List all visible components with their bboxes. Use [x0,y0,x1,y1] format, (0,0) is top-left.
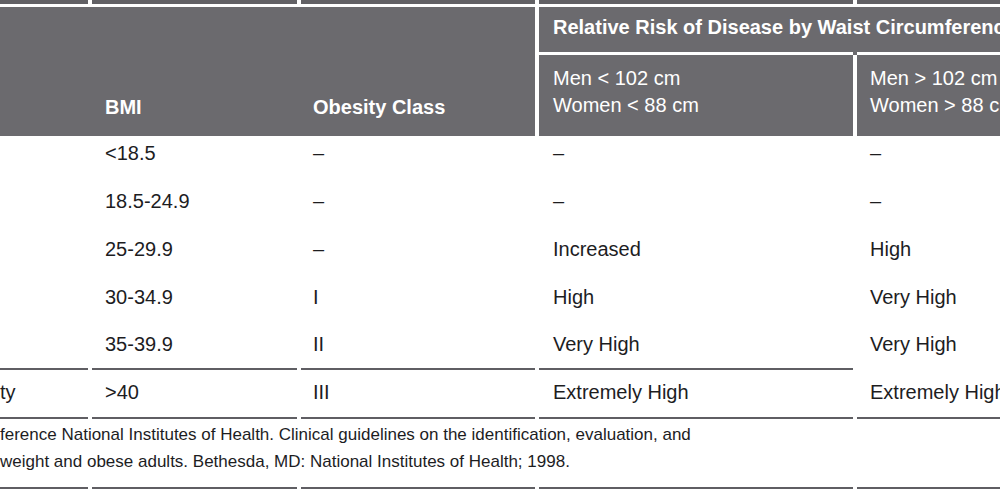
source-citation: ference National Institutes of Health. C… [0,421,691,475]
waist-high-line2: Women > 88 cm [870,92,1000,119]
risk-high-cell: – [870,190,881,213]
risk-high-cell: – [870,142,881,165]
obesity-class-cell: – [313,238,324,261]
bmi-cell: >40 [105,381,139,404]
table-top-border-segment [539,0,853,4]
row-separator-segment [0,368,88,370]
bmi-cell: 35-39.9 [105,333,173,356]
risk-low-cell: – [553,190,564,213]
waist-low-line1: Men < 102 cm [553,65,699,92]
row-separator-segment [539,368,853,370]
bmi-cell: 25-29.9 [105,238,173,261]
obesity-class-cell: III [313,381,330,404]
risk-low-cell: Very High [553,333,640,356]
obesity-class-cell: – [313,190,324,213]
row-separator-segment [92,368,297,370]
classification-cell: ty [0,381,16,404]
waist-low-line2: Women < 88 cm [553,92,699,119]
footer-bottom-rule-segment [0,487,88,489]
row-separator-segment [301,368,535,370]
footer-top-rule-segment [539,417,853,419]
table-top-border-segment [0,0,88,4]
obesity-class-column-header: Obesity Class [313,96,445,119]
source-citation-line1: ference National Institutes of Health. C… [0,421,691,448]
header-background-left [0,7,535,136]
table-top-border-segment [92,0,297,4]
risk-low-cell: High [553,286,594,309]
risk-low-cell: Increased [553,238,641,261]
waist-low-column-header: Men < 102 cm Women < 88 cm [553,65,699,119]
risk-high-cell: Very High [870,286,957,309]
footer-bottom-rule-segment [539,487,853,489]
obesity-class-cell: – [313,142,324,165]
waist-high-line1: Men > 102 cm [870,65,1000,92]
bmi-cell: 18.5-24.9 [105,190,190,213]
source-citation-line2: weight and obese adults. Bethesda, MD: N… [0,448,691,475]
table-top-border-segment [857,0,1000,4]
bmi-column-header: BMI [105,96,142,119]
footer-top-rule-segment [0,417,88,419]
relative-risk-title: Relative Risk of Disease by Waist Circum… [553,16,1000,39]
header-column-divider [853,55,857,136]
risk-high-cell: Extremely High [870,381,1000,404]
obesity-class-cell: I [313,286,319,309]
waist-high-column-header: Men > 102 cm Women > 88 cm [870,65,1000,119]
footer-bottom-rule-segment [301,487,535,489]
bmi-cell: 30-34.9 [105,286,173,309]
bmi-risk-table: Relative Risk of Disease by Waist Circum… [0,0,1000,492]
title-underline [857,52,1000,55]
bmi-cell: <18.5 [105,142,156,165]
footer-top-rule-segment [92,417,297,419]
footer-bottom-rule-segment [857,487,1000,489]
obesity-class-cell: II [313,333,324,356]
footer-top-rule-segment [301,417,535,419]
risk-low-cell: Extremely High [553,381,689,404]
footer-top-rule-segment [857,417,1000,419]
risk-low-cell: – [553,142,564,165]
title-underline [539,52,853,55]
footer-bottom-rule-segment [92,487,297,489]
risk-high-cell: High [870,238,911,261]
risk-high-cell: Very High [870,333,957,356]
table-top-border-segment [301,0,535,4]
